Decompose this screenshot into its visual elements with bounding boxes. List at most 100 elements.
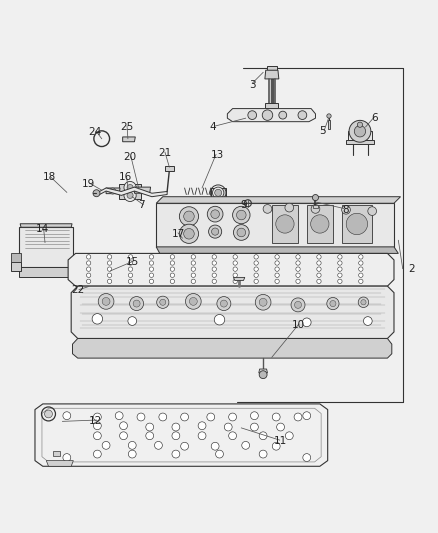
- Text: 2: 2: [407, 264, 414, 273]
- Circle shape: [233, 267, 237, 271]
- Text: 8: 8: [342, 205, 349, 215]
- Circle shape: [128, 261, 132, 265]
- Circle shape: [119, 422, 127, 430]
- Circle shape: [128, 441, 136, 449]
- Circle shape: [191, 261, 195, 265]
- Polygon shape: [53, 450, 60, 456]
- Circle shape: [170, 273, 174, 277]
- Bar: [341, 205, 371, 243]
- Circle shape: [211, 442, 219, 450]
- Circle shape: [86, 255, 91, 259]
- Circle shape: [295, 255, 300, 259]
- Circle shape: [316, 279, 321, 284]
- Circle shape: [179, 207, 198, 226]
- Text: 21: 21: [158, 148, 171, 158]
- Circle shape: [207, 206, 223, 222]
- Circle shape: [102, 441, 110, 449]
- Circle shape: [341, 205, 350, 214]
- Polygon shape: [72, 338, 391, 358]
- Polygon shape: [68, 253, 393, 286]
- Circle shape: [297, 111, 306, 119]
- Text: 13: 13: [210, 150, 223, 160]
- Circle shape: [183, 211, 194, 222]
- Circle shape: [220, 300, 227, 307]
- Polygon shape: [345, 140, 374, 144]
- Circle shape: [284, 203, 293, 212]
- Text: 25: 25: [120, 122, 133, 132]
- Circle shape: [250, 423, 258, 431]
- Circle shape: [274, 279, 279, 284]
- Circle shape: [224, 423, 232, 431]
- Text: 18: 18: [42, 172, 56, 182]
- Circle shape: [191, 273, 195, 277]
- Circle shape: [149, 255, 153, 259]
- Circle shape: [302, 318, 311, 327]
- Circle shape: [172, 423, 180, 431]
- Polygon shape: [11, 262, 21, 271]
- Polygon shape: [173, 238, 191, 245]
- Circle shape: [326, 114, 330, 118]
- Circle shape: [212, 187, 223, 198]
- Circle shape: [254, 279, 258, 284]
- Polygon shape: [19, 227, 73, 266]
- Circle shape: [86, 273, 91, 277]
- Circle shape: [237, 228, 245, 237]
- Circle shape: [294, 301, 301, 309]
- Circle shape: [236, 210, 246, 220]
- Circle shape: [107, 273, 112, 277]
- Circle shape: [357, 122, 362, 127]
- Text: 7: 7: [138, 200, 144, 211]
- Polygon shape: [20, 224, 72, 227]
- Polygon shape: [210, 188, 226, 197]
- Circle shape: [170, 261, 174, 265]
- Text: 10: 10: [291, 320, 304, 330]
- Circle shape: [45, 410, 52, 418]
- Circle shape: [254, 294, 270, 310]
- Circle shape: [211, 228, 218, 235]
- Circle shape: [86, 267, 91, 271]
- Circle shape: [228, 432, 236, 440]
- Circle shape: [258, 298, 266, 306]
- Circle shape: [232, 206, 250, 224]
- Circle shape: [274, 261, 279, 265]
- Circle shape: [276, 423, 284, 431]
- Circle shape: [272, 442, 279, 450]
- Circle shape: [254, 267, 258, 271]
- Polygon shape: [156, 247, 397, 253]
- Polygon shape: [46, 461, 73, 466]
- Polygon shape: [99, 187, 167, 197]
- Polygon shape: [264, 70, 278, 79]
- Circle shape: [337, 261, 341, 265]
- Circle shape: [208, 225, 221, 238]
- Circle shape: [233, 255, 237, 259]
- Circle shape: [310, 215, 328, 233]
- Circle shape: [102, 297, 110, 305]
- Circle shape: [262, 205, 271, 213]
- Text: 11: 11: [273, 436, 286, 446]
- Circle shape: [172, 450, 180, 458]
- Circle shape: [316, 255, 321, 259]
- Circle shape: [128, 450, 136, 458]
- Circle shape: [107, 279, 112, 284]
- Polygon shape: [266, 66, 276, 70]
- Circle shape: [311, 205, 319, 213]
- Circle shape: [312, 195, 318, 200]
- Circle shape: [212, 273, 216, 277]
- Circle shape: [93, 432, 101, 440]
- Circle shape: [360, 300, 365, 305]
- Circle shape: [247, 111, 256, 119]
- Circle shape: [92, 313, 102, 324]
- Circle shape: [258, 450, 266, 458]
- Circle shape: [127, 192, 133, 198]
- Circle shape: [348, 120, 370, 142]
- Circle shape: [191, 279, 195, 284]
- Circle shape: [86, 261, 91, 265]
- Circle shape: [358, 273, 362, 277]
- Circle shape: [93, 422, 101, 430]
- Circle shape: [337, 279, 341, 284]
- Polygon shape: [265, 103, 278, 108]
- Circle shape: [128, 255, 132, 259]
- Polygon shape: [106, 188, 120, 193]
- Circle shape: [250, 412, 258, 419]
- Circle shape: [124, 181, 136, 193]
